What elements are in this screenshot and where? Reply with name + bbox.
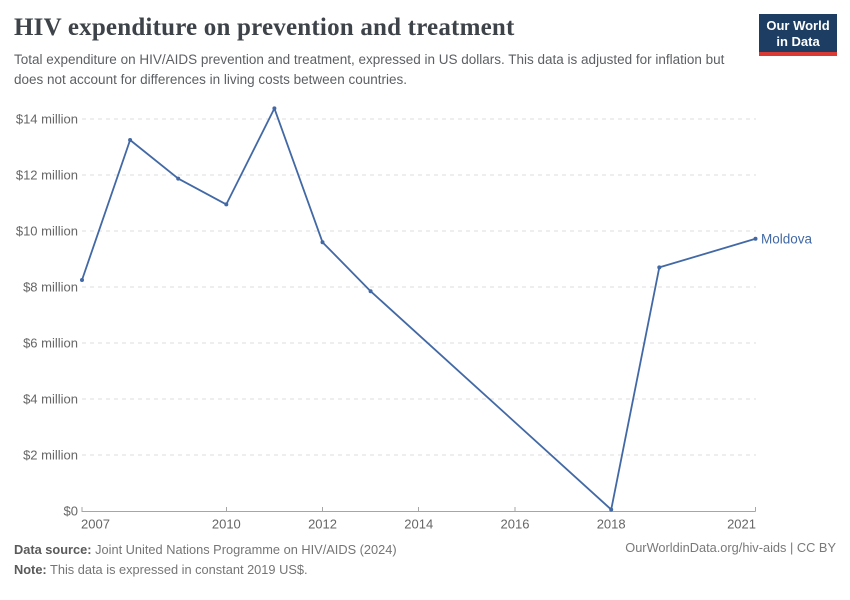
note-line: Note: This data is expressed in constant…	[14, 560, 836, 580]
x-axis-tick-label: 2012	[308, 517, 337, 532]
x-axis-tick-label: 2018	[597, 517, 626, 532]
y-axis-tick-label: $14 million	[16, 112, 78, 127]
y-axis-tick-label: $2 million	[23, 448, 78, 463]
data-point-moldova-2021[interactable]	[753, 236, 758, 241]
x-axis-tick-label: 2007	[81, 517, 110, 532]
data-point-moldova-2018[interactable]	[609, 507, 614, 512]
note-text: This data is expressed in constant 2019 …	[50, 562, 308, 577]
y-axis-tick-label: $10 million	[16, 224, 78, 239]
data-source-text: Joint United Nations Programme on HIV/AI…	[95, 542, 397, 557]
owid-logo-line2: in Data	[776, 33, 820, 49]
footer: Data source: Joint United Nations Progra…	[14, 540, 836, 580]
data-point-moldova-2011[interactable]	[272, 106, 277, 111]
data-point-moldova-2009[interactable]	[176, 176, 181, 181]
data-source-line: Data source: Joint United Nations Progra…	[14, 540, 836, 560]
credit-link[interactable]: OurWorldinData.org/hiv-aids | CC BY	[625, 540, 836, 555]
data-point-moldova-2007[interactable]	[80, 278, 84, 282]
data-point-moldova-2013[interactable]	[368, 289, 373, 294]
line-chart: $0 $2 million $4 million $6 million $8 milli…	[16, 106, 813, 532]
data-point-moldova-2010[interactable]	[224, 202, 229, 207]
y-axis-tick-label: $4 million	[23, 392, 78, 407]
y-axis-tick-label: $12 million	[16, 168, 78, 183]
owid-logo[interactable]: Our World in Data	[759, 14, 837, 56]
x-axis-tick-label: 2021	[727, 517, 756, 532]
x-axis-tick-label: 2014	[404, 517, 433, 532]
note-label: Note:	[14, 562, 47, 577]
x-axis-tick-label: 2010	[212, 517, 241, 532]
data-point-moldova-2008[interactable]	[128, 138, 133, 142]
owid-logo-line1: Our World	[766, 18, 830, 33]
data-point-moldova-2012[interactable]	[320, 240, 325, 245]
data-source-label: Data source:	[14, 542, 92, 557]
y-axis-tick-label: $6 million	[23, 336, 78, 351]
data-point-moldova-2019[interactable]	[657, 265, 662, 270]
chart-title: HIV expenditure on prevention and treatm…	[14, 14, 515, 41]
series-label-moldova[interactable]: Moldova	[761, 231, 813, 246]
y-axis-tick-label: $8 million	[23, 280, 78, 295]
chart-subtitle: Total expenditure on HIV/AIDS prevention…	[14, 52, 725, 87]
x-axis-tick-label: 2016	[501, 517, 530, 532]
series-line-moldova[interactable]	[81, 107, 756, 511]
y-axis-tick-label: $0	[64, 504, 78, 519]
